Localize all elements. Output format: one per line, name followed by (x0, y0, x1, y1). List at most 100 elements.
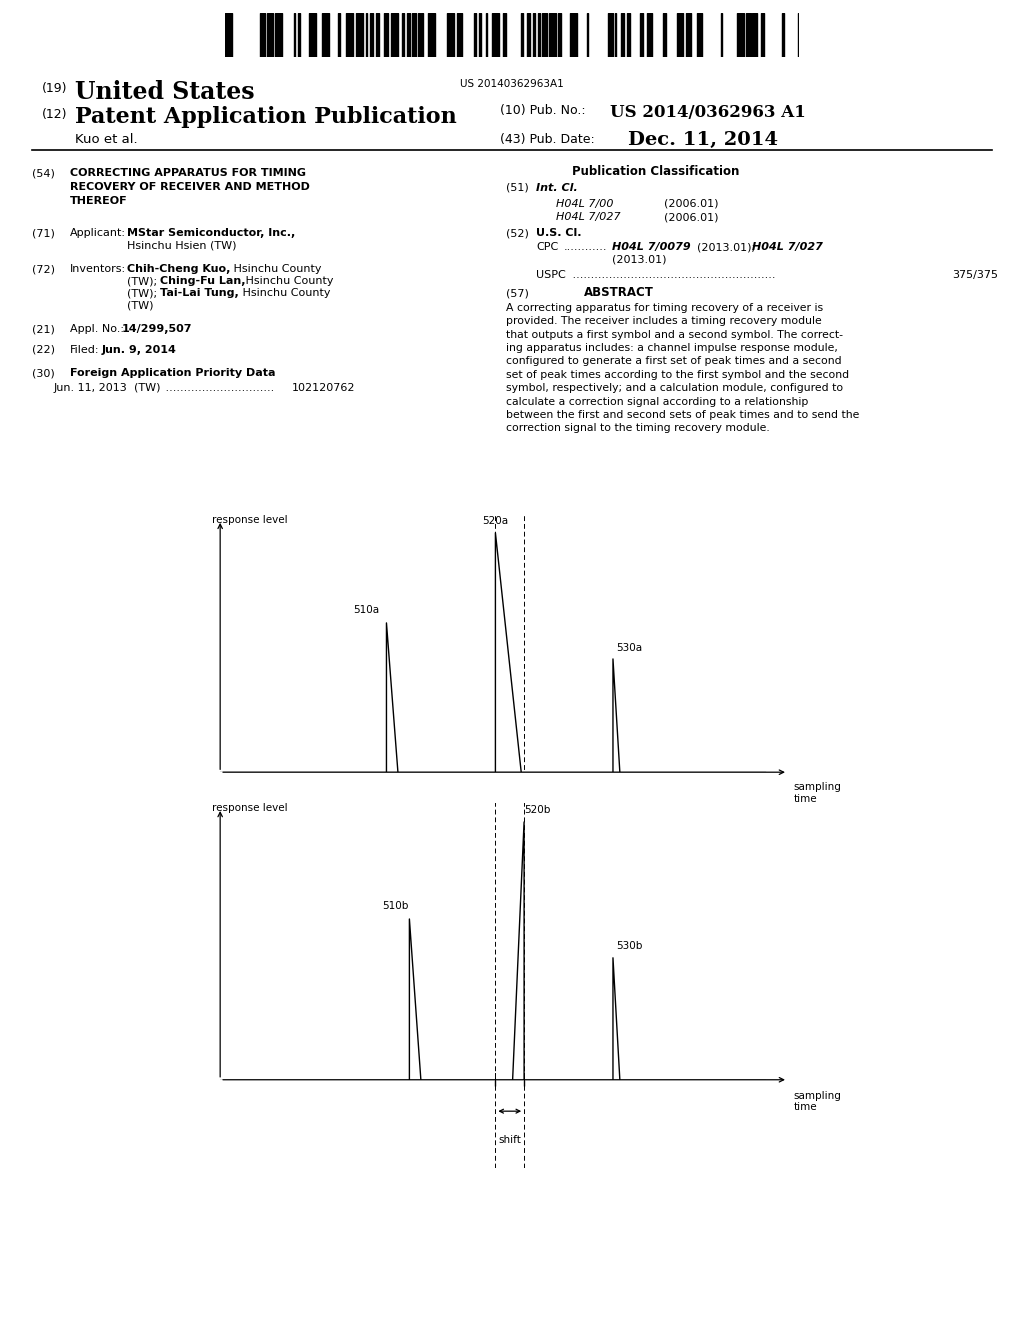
Text: H04L 7/0079: H04L 7/0079 (612, 242, 690, 252)
Bar (621, 13, 624, 57)
Text: ABSTRACT: ABSTRACT (584, 286, 654, 300)
Text: 375/375: 375/375 (952, 271, 998, 280)
Bar (527, 13, 530, 57)
Bar (647, 13, 652, 57)
Bar (485, 13, 487, 57)
Bar (298, 13, 300, 57)
Bar (422, 13, 423, 57)
Text: CORRECTING APPARATUS FOR TIMING
RECOVERY OF RECEIVER AND METHOD
THEREOF: CORRECTING APPARATUS FOR TIMING RECOVERY… (70, 168, 310, 206)
Text: (54): (54) (32, 168, 55, 178)
Text: (TW);: (TW); (127, 288, 157, 298)
Bar (549, 13, 556, 57)
Text: Publication Classification: Publication Classification (572, 165, 739, 178)
Text: (10) Pub. No.:: (10) Pub. No.: (500, 104, 586, 117)
Text: CPC: CPC (536, 242, 558, 252)
Text: response level: response level (212, 515, 287, 525)
Text: H04L 7/027: H04L 7/027 (752, 242, 823, 252)
Text: 520a: 520a (482, 516, 509, 527)
Bar (412, 13, 416, 57)
Text: Filed:: Filed: (70, 345, 99, 355)
Text: Patent Application Publication: Patent Application Publication (75, 106, 457, 128)
Text: ..............................: .............................. (162, 383, 274, 393)
Bar (346, 13, 353, 57)
Text: US 20140362963A1: US 20140362963A1 (460, 79, 564, 88)
Bar (558, 13, 561, 57)
Text: Applicant:: Applicant: (70, 228, 126, 238)
Text: MStar Semiconductor, Inc.,: MStar Semiconductor, Inc., (127, 228, 295, 238)
Text: ........................................................: ........................................… (569, 271, 775, 280)
Text: Jun. 11, 2013: Jun. 11, 2013 (54, 383, 128, 393)
Text: response level: response level (212, 803, 287, 813)
Text: Jun. 9, 2014: Jun. 9, 2014 (102, 345, 177, 355)
Bar (309, 13, 315, 57)
Bar (538, 13, 540, 57)
Bar (371, 13, 373, 57)
Text: (21): (21) (32, 323, 55, 334)
Text: Inventors:: Inventors: (70, 264, 126, 275)
Text: (2006.01): (2006.01) (664, 213, 719, 222)
Bar (753, 13, 757, 57)
Text: H04L 7/00: H04L 7/00 (556, 199, 613, 209)
Text: (52): (52) (506, 228, 528, 238)
Bar (543, 13, 547, 57)
Bar (737, 13, 744, 57)
Bar (745, 13, 751, 57)
Bar (479, 13, 481, 57)
Text: (TW): (TW) (134, 383, 161, 393)
Bar (338, 13, 340, 57)
Bar (686, 13, 691, 57)
Text: US 2014/0362963 A1: US 2014/0362963 A1 (610, 104, 806, 121)
Bar (504, 13, 506, 57)
Bar (640, 13, 643, 57)
Text: (43) Pub. Date:: (43) Pub. Date: (500, 133, 595, 147)
Bar (677, 13, 683, 57)
Bar (428, 13, 434, 57)
Bar (473, 13, 476, 57)
Bar (225, 13, 232, 57)
Bar (798, 13, 800, 57)
Text: (72): (72) (32, 264, 55, 275)
Text: USPC: USPC (536, 271, 565, 280)
Bar (534, 13, 535, 57)
Bar (614, 13, 616, 57)
Text: (51): (51) (506, 183, 528, 193)
Bar (570, 13, 578, 57)
Text: (TW): (TW) (127, 300, 154, 310)
Text: (TW);: (TW); (127, 276, 157, 286)
Bar (457, 13, 462, 57)
Text: Hsinchu County: Hsinchu County (239, 288, 331, 298)
Bar (391, 13, 398, 57)
Bar (323, 13, 329, 57)
Bar (447, 13, 454, 57)
Bar (418, 13, 420, 57)
Bar (408, 13, 410, 57)
Bar (260, 13, 265, 57)
Text: Tai-Lai Tung,: Tai-Lai Tung, (160, 288, 239, 298)
Text: (30): (30) (32, 368, 54, 378)
Text: (2013.01);: (2013.01); (697, 242, 755, 252)
Text: 510a: 510a (353, 605, 380, 615)
Text: sampling
time: sampling time (794, 783, 842, 804)
Bar (587, 13, 588, 57)
Text: shift: shift (499, 1135, 521, 1144)
Text: U.S. Cl.: U.S. Cl. (536, 228, 582, 238)
Text: United States: United States (75, 81, 255, 104)
Text: Kuo et al.: Kuo et al. (75, 133, 137, 147)
Bar (384, 13, 388, 57)
Text: 510b: 510b (382, 900, 409, 911)
Bar (376, 13, 379, 57)
Text: (22): (22) (32, 345, 55, 355)
Text: sampling
time: sampling time (794, 1090, 842, 1111)
Bar (275, 13, 282, 57)
Bar (721, 13, 723, 57)
Bar (762, 13, 764, 57)
Text: A correcting apparatus for timing recovery of a receiver is
provided. The receiv: A correcting apparatus for timing recove… (506, 304, 859, 433)
Bar (781, 13, 784, 57)
Bar (521, 13, 523, 57)
Bar (627, 13, 630, 57)
Text: H04L 7/027: H04L 7/027 (556, 213, 621, 222)
Text: (19): (19) (42, 82, 68, 95)
Bar (266, 13, 273, 57)
Text: Int. Cl.: Int. Cl. (536, 183, 578, 193)
Text: 520b: 520b (524, 805, 551, 814)
